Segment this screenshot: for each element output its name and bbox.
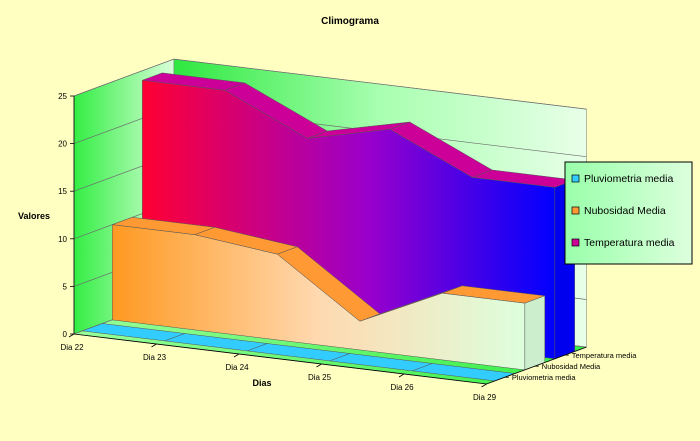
y-tick-label: 25 (58, 92, 67, 101)
series-nubosidad-media (112, 217, 546, 371)
y-tick-label: 15 (58, 187, 67, 196)
x-tick-mark (316, 363, 322, 368)
chart-title: Climograma (321, 16, 379, 27)
x-axis-label: Dias (252, 378, 271, 388)
x-tick-label: Dia 25 (308, 373, 332, 382)
x-tick-mark (398, 373, 405, 378)
legend-swatch (571, 206, 580, 215)
legend-label: Pluviometria media (584, 173, 673, 185)
depth-tick-label: Pluviometria media (512, 373, 577, 382)
y-tick-label: 20 (58, 140, 67, 149)
x-tick-mark (151, 343, 157, 348)
x-tick-mark (481, 383, 487, 388)
y-tick-label: 0 (63, 330, 68, 339)
depth-tick-label: Nubosidad Media (542, 362, 601, 371)
x-tick-label: Dia 22 (60, 343, 84, 352)
legend-box (564, 161, 693, 265)
legend-label: Temperatura media (584, 237, 675, 249)
x-tick-label: Dia 26 (390, 383, 414, 392)
gridline (73, 58, 587, 110)
y-axis-label: Valores (18, 211, 50, 221)
legend-swatch (571, 238, 580, 247)
x-tick-mark (233, 353, 240, 358)
x-tick-label: Dia 24 (225, 363, 249, 372)
y-tick-label: 10 (58, 235, 67, 244)
series-end-face (524, 295, 546, 371)
x-axis-line (73, 333, 487, 385)
depth-tick-label: Temperatura media (572, 351, 637, 360)
x-tick-label: Dia 23 (143, 353, 167, 362)
y-tick-label: 5 (63, 282, 68, 291)
depth-axis-line (486, 346, 587, 385)
series-pluviometria-media (82, 323, 515, 382)
legend-label: Nubosidad Media (584, 205, 666, 217)
x-tick-mark (68, 333, 75, 338)
series-front-face (112, 224, 526, 371)
legend-swatch (571, 174, 580, 183)
x-tick-label: Dia 29 (473, 393, 497, 402)
